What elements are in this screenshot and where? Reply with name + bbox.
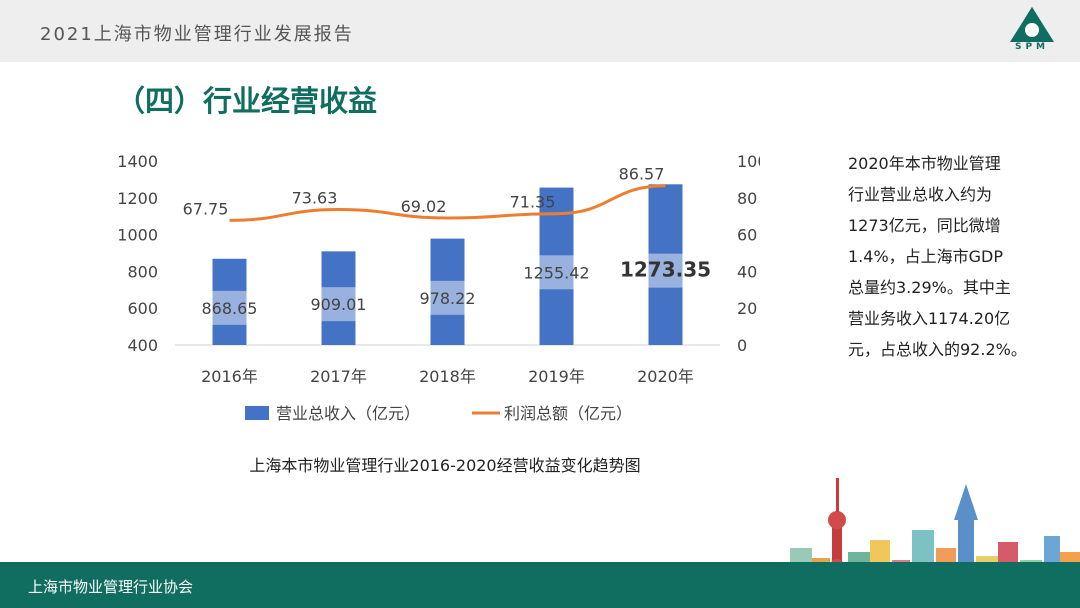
revenue-data-label: 868.65 bbox=[202, 299, 258, 318]
revenue-data-label: 1255.42 bbox=[523, 263, 589, 282]
spm-logo-icon bbox=[1010, 7, 1054, 42]
revenue-data-label: 978.22 bbox=[420, 289, 476, 308]
y-right-tick-label: 0 bbox=[737, 336, 747, 355]
revenue-label-backdrop bbox=[430, 280, 465, 315]
x-tick-label: 2019年 bbox=[528, 367, 585, 386]
profit-data-label: 69.02 bbox=[401, 197, 447, 216]
profit-data-label: 73.63 bbox=[292, 189, 338, 208]
revenue-data-label: 1273.35 bbox=[620, 258, 711, 282]
spm-logo: SPM bbox=[1004, 4, 1060, 58]
y-left-tick-label: 600 bbox=[127, 299, 158, 318]
y-left-tick-label: 1400 bbox=[117, 152, 158, 171]
description-line: 元，占总收入的92.2%。 bbox=[848, 340, 1027, 359]
legend-swatch-revenue bbox=[245, 406, 269, 420]
description-text: 2020年本市物业管理 行业营业总收入约为 1273亿元，同比微增 1.4%，占上海市… bbox=[848, 148, 1068, 365]
chart-legend: 营业总收入（亿元） 利润总额（亿元） bbox=[245, 404, 632, 423]
legend-label-profit: 利润总额（亿元） bbox=[504, 404, 632, 423]
revenue-label-backdrop bbox=[648, 253, 683, 288]
header-bar: 2021上海市物业管理行业发展报告 SPM bbox=[0, 0, 1080, 62]
revenue-data-label: 909.01 bbox=[311, 295, 367, 314]
description-line: 1.4%，占上海市GDP bbox=[848, 247, 1004, 266]
description-line: 1273亿元，同比微增 bbox=[848, 216, 1001, 235]
revenue-bar bbox=[321, 251, 356, 345]
profit-data-label: 67.75 bbox=[183, 199, 229, 218]
chart-caption: 上海本市物业管理行业2016-2020经营收益变化趋势图 bbox=[249, 456, 641, 475]
y-left-tick-label: 1000 bbox=[117, 226, 158, 245]
revenue-bar bbox=[212, 258, 247, 345]
combo-chart: 1400 1200 1000 800 600 400 100 80 60 40 20 0 868.6… bbox=[117, 152, 760, 423]
revenue-label-backdrop bbox=[212, 290, 247, 325]
profit-data-label: 86.57 bbox=[619, 165, 665, 184]
profit-line bbox=[229, 184, 666, 222]
revenue-bar bbox=[430, 238, 465, 345]
x-tick-label: 2016年 bbox=[201, 367, 258, 386]
x-tick-label: 2018年 bbox=[419, 367, 476, 386]
description-line: 行业营业总收入约为 bbox=[848, 185, 993, 204]
logo-text: SPM bbox=[1014, 42, 1050, 52]
y-right-tick-label: 20 bbox=[737, 299, 757, 318]
footer-org-name: 上海市物业管理行业协会 bbox=[28, 578, 194, 596]
revenue-label-backdrop bbox=[539, 255, 574, 290]
x-tick-label: 2020年 bbox=[637, 367, 694, 386]
report-title: 2021上海市物业管理行业发展报告 bbox=[40, 24, 354, 45]
y-left-tick-label: 400 bbox=[127, 336, 158, 355]
x-tick-label: 2017年 bbox=[310, 367, 367, 386]
revenue-label-backdrop bbox=[321, 287, 356, 322]
revenue-bar bbox=[648, 184, 683, 345]
y-left-tick-label: 800 bbox=[127, 262, 158, 281]
y-right-tick-label: 80 bbox=[737, 189, 757, 208]
description-line: 营业务收入1174.20亿 bbox=[848, 309, 1011, 328]
y-right-tick-label: 100 bbox=[737, 152, 760, 171]
y-right-tick-label: 40 bbox=[737, 262, 757, 281]
section-title: （四）行业经营收益 bbox=[116, 84, 378, 118]
y-right-tick-label: 60 bbox=[737, 226, 757, 245]
description-line: 总量约3.29%。其中主 bbox=[848, 278, 1011, 297]
legend-label-revenue: 营业总收入（亿元） bbox=[276, 404, 420, 423]
y-left-tick-label: 1200 bbox=[117, 189, 158, 208]
footer-bar: 上海市物业管理行业协会 bbox=[0, 562, 1080, 608]
profit-data-label: 71.35 bbox=[510, 193, 556, 212]
description-line: 2020年本市物业管理 bbox=[848, 154, 1001, 173]
